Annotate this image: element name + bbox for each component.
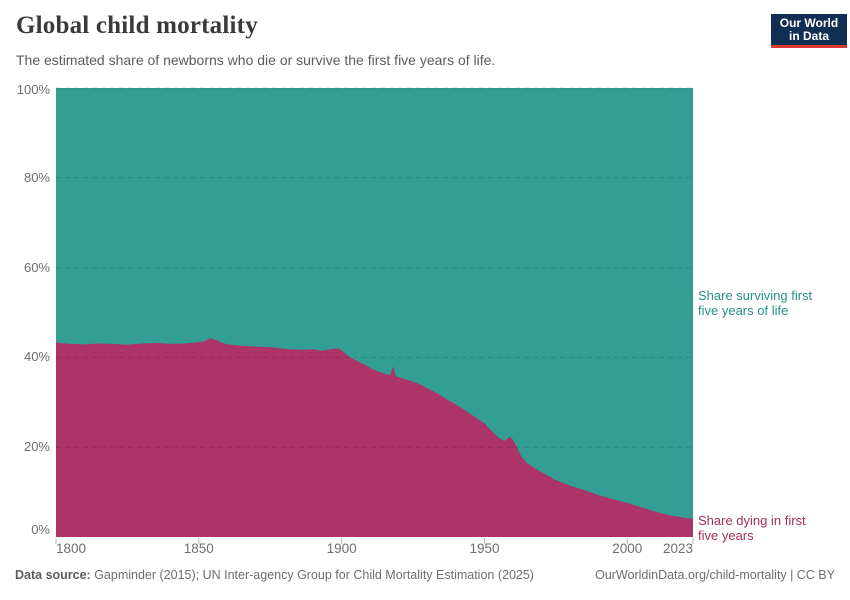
- data-source-label: Data source:: [15, 568, 91, 582]
- data-source-note: Data source: Gapminder (2015); UN Inter-…: [15, 568, 534, 582]
- data-source-text: Gapminder (2015); UN Inter-agency Group …: [90, 568, 534, 582]
- y-axis-label: 80%: [23, 169, 50, 185]
- page-title: Global child mortality: [16, 12, 258, 39]
- x-axis-label: 2023: [662, 541, 693, 556]
- owid-logo-line2: in Data: [788, 28, 829, 43]
- series-label-dying: Share dying in first five years: [698, 512, 806, 543]
- y-axis-label: 40%: [23, 349, 50, 365]
- area-dying[interactable]: [56, 338, 693, 537]
- attribution-link[interactable]: OurWorldinData.org/child-mortality | CC …: [595, 568, 835, 582]
- y-axis-label: 60%: [23, 259, 50, 275]
- x-axis-label: 1950: [469, 541, 500, 556]
- x-axis-label: 1850: [183, 541, 214, 556]
- y-axis-label: 20%: [23, 439, 50, 455]
- x-axis-label: 1800: [56, 541, 87, 556]
- x-axis-label: 1900: [326, 541, 357, 556]
- owid-logo[interactable]: Our World in Data: [771, 14, 847, 48]
- y-axis-label: 0%: [31, 522, 50, 537]
- chart-footer: Data source: Gapminder (2015); UN Inter-…: [15, 568, 835, 582]
- chart-subtitle: The estimated share of newborns who die …: [16, 52, 496, 68]
- series-label-surviving: Share surviving first five years of life: [698, 288, 813, 319]
- x-axis-label: 2000: [612, 541, 643, 556]
- y-axis-label: 100%: [16, 82, 50, 97]
- owid-logo-line1: Our World: [779, 15, 839, 30]
